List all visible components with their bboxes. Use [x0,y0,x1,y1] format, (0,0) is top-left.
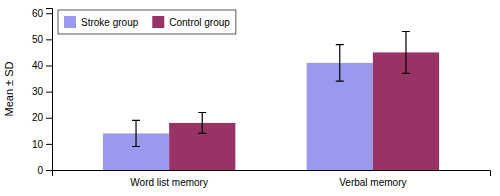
tick-mark [46,118,52,119]
tick-label: Word list memory [130,177,208,188]
tick-label: Verbal memory [339,177,406,188]
error-bar-line [198,113,206,134]
tick-label: 0 [37,165,43,176]
legend-label: Stroke group [81,17,139,28]
error-bar-line [336,45,344,82]
error-bar [198,113,206,134]
y-label: Mean ± SD [3,61,15,116]
tick-label: 10 [32,139,44,150]
tick-label: 40 [32,60,44,71]
tick: 60 [32,8,52,19]
legend-label: Control group [169,17,230,28]
tick: 20 [32,112,52,123]
legend-frame [58,10,236,34]
axis-line [46,9,53,171]
series [103,45,373,170]
marks [103,32,439,170]
tick-mark [46,170,52,171]
tick-label: 50 [32,34,44,45]
tick-label: 30 [32,86,44,97]
error-bar [402,32,410,74]
x-axis: Word list memory Verbal memory [53,171,491,189]
tick-mark [46,92,52,93]
tick-mark [46,39,52,40]
error-bar-line [132,120,140,146]
tick-mark [46,65,52,66]
tick: 0 [37,165,52,176]
error-bar [132,120,140,146]
tick: Verbal memory [339,177,406,188]
legend-item: Stroke group [64,16,139,28]
tick: Word list memory [130,177,208,188]
tick-mark [46,13,52,14]
tick: 40 [32,60,52,71]
tick-label: 20 [32,112,44,123]
tick: 10 [32,139,52,150]
axis-line [53,171,491,177]
legend-swatch [152,16,164,28]
plot: 0 10 20 30 40 50 60 Word list memory Verbal memo… [3,8,491,188]
legend-swatch [64,16,76,28]
tick: 30 [32,86,52,97]
tick-mark [46,144,52,145]
chart: 0 10 20 30 40 50 60 Word list memory Verbal memo… [0,0,500,196]
tick-label: 60 [32,8,44,19]
series [169,32,439,170]
error-bar [336,45,344,82]
error-bar-line [402,32,410,74]
y-axis: 0 10 20 30 40 50 60 [32,8,53,176]
tick: 50 [32,34,52,45]
legend: Stroke group Control group [58,10,236,34]
legend-item: Control group [152,16,230,28]
